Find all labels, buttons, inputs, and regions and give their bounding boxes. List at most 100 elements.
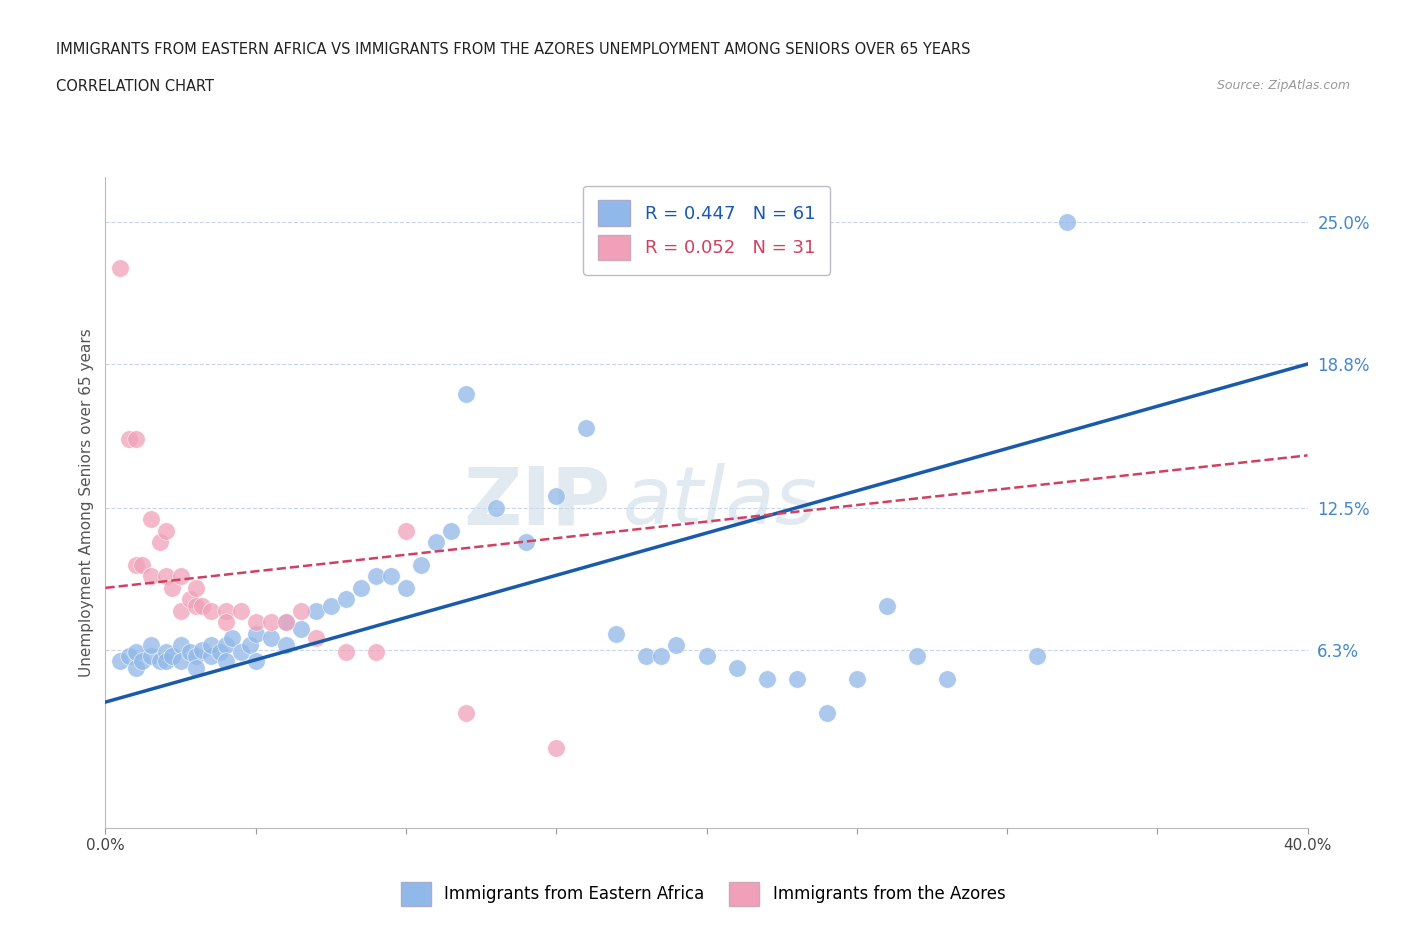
Point — [245, 626, 267, 641]
Point — [815, 706, 838, 721]
Point — [395, 524, 418, 538]
Point — [305, 604, 328, 618]
Point — [229, 604, 252, 618]
Point — [190, 599, 212, 614]
Point — [139, 512, 162, 526]
Point — [546, 489, 568, 504]
Point — [260, 631, 283, 645]
Point — [350, 580, 373, 595]
Text: IMMIGRANTS FROM EASTERN AFRICA VS IMMIGRANTS FROM THE AZORES UNEMPLOYMENT AMONG : IMMIGRANTS FROM EASTERN AFRICA VS IMMIGR… — [56, 42, 970, 57]
Legend: Immigrants from Eastern Africa, Immigrants from the Azores: Immigrants from Eastern Africa, Immigran… — [394, 875, 1012, 912]
Text: atlas: atlas — [623, 463, 817, 541]
Point — [155, 569, 177, 584]
Y-axis label: Unemployment Among Seniors over 65 years: Unemployment Among Seniors over 65 years — [79, 328, 94, 677]
Point — [395, 580, 418, 595]
Point — [131, 654, 153, 669]
Point — [184, 599, 207, 614]
Point — [229, 644, 252, 659]
Point — [1026, 649, 1049, 664]
Point — [124, 660, 146, 675]
Point — [786, 671, 808, 686]
Text: Source: ZipAtlas.com: Source: ZipAtlas.com — [1216, 79, 1350, 92]
Point — [454, 386, 477, 401]
Point — [260, 615, 283, 630]
Point — [124, 558, 146, 573]
Point — [696, 649, 718, 664]
Point — [485, 500, 508, 515]
Point — [169, 569, 191, 584]
Point — [139, 649, 162, 664]
Point — [169, 604, 191, 618]
Point — [139, 569, 162, 584]
Point — [454, 706, 477, 721]
Point — [148, 535, 170, 550]
Point — [160, 580, 183, 595]
Point — [169, 638, 191, 653]
Point — [650, 649, 672, 664]
Legend: R = 0.447   N = 61, R = 0.052   N = 31: R = 0.447 N = 61, R = 0.052 N = 31 — [583, 186, 830, 274]
Point — [755, 671, 778, 686]
Point — [274, 615, 297, 630]
Point — [214, 638, 236, 653]
Point — [110, 654, 132, 669]
Point — [190, 642, 212, 657]
Point — [335, 591, 357, 606]
Text: CORRELATION CHART: CORRELATION CHART — [56, 79, 214, 94]
Point — [905, 649, 928, 664]
Point — [200, 638, 222, 653]
Point — [636, 649, 658, 664]
Point — [364, 569, 387, 584]
Point — [876, 599, 898, 614]
Point — [208, 644, 231, 659]
Point — [335, 644, 357, 659]
Point — [221, 631, 243, 645]
Point — [200, 604, 222, 618]
Point — [179, 644, 201, 659]
Point — [440, 524, 463, 538]
Point — [118, 649, 141, 664]
Point — [184, 649, 207, 664]
Point — [575, 420, 598, 435]
Point — [245, 615, 267, 630]
Point — [124, 432, 146, 446]
Point — [110, 260, 132, 275]
Point — [515, 535, 537, 550]
Point — [725, 660, 748, 675]
Text: ZIP: ZIP — [463, 463, 610, 541]
Point — [184, 580, 207, 595]
Point — [364, 644, 387, 659]
Point — [665, 638, 688, 653]
Point — [155, 524, 177, 538]
Point — [169, 654, 191, 669]
Point — [305, 631, 328, 645]
Point — [1056, 215, 1078, 230]
Point — [274, 638, 297, 653]
Point — [290, 621, 312, 636]
Point — [184, 660, 207, 675]
Point — [290, 604, 312, 618]
Point — [124, 644, 146, 659]
Point — [214, 615, 236, 630]
Point — [936, 671, 959, 686]
Point — [155, 644, 177, 659]
Point — [319, 599, 342, 614]
Point — [131, 558, 153, 573]
Point — [179, 591, 201, 606]
Point — [239, 638, 262, 653]
Point — [409, 558, 432, 573]
Point — [546, 740, 568, 755]
Point — [214, 604, 236, 618]
Point — [148, 654, 170, 669]
Point — [245, 654, 267, 669]
Point — [155, 654, 177, 669]
Point — [380, 569, 402, 584]
Point — [214, 654, 236, 669]
Point — [845, 671, 868, 686]
Point — [200, 649, 222, 664]
Point — [160, 649, 183, 664]
Point — [118, 432, 141, 446]
Point — [139, 638, 162, 653]
Point — [425, 535, 447, 550]
Point — [605, 626, 627, 641]
Point — [274, 615, 297, 630]
